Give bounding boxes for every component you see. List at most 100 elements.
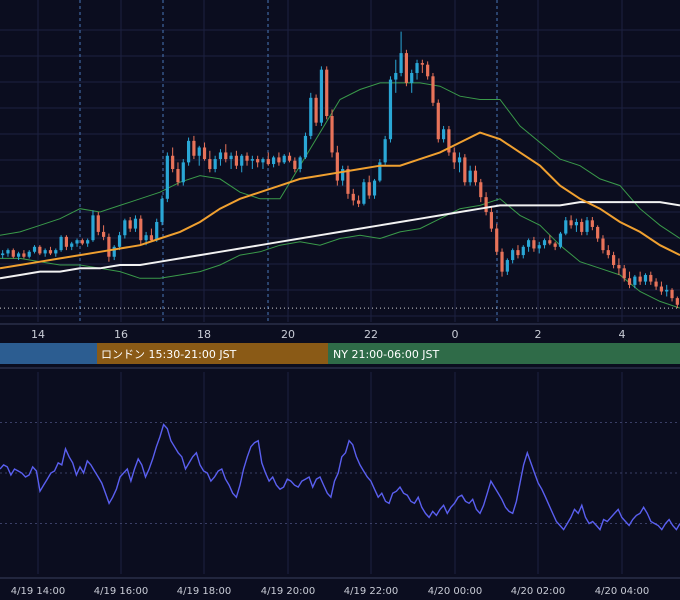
candle-body (22, 253, 26, 257)
price-chart-pane[interactable] (0, 0, 680, 322)
bollinger-upper-line (0, 82, 680, 239)
candle-body (208, 159, 212, 169)
candle-body (149, 235, 154, 241)
candle-body (171, 155, 175, 169)
time-x-tick-label: 4/19 20:00 (261, 586, 315, 597)
candle-body (590, 220, 594, 227)
candle-body (452, 152, 456, 163)
candle-body (463, 157, 467, 183)
candle-body (197, 147, 201, 156)
time-x-axis: 4/19 14:00 4/19 16:00 4/19 18:00 4/19 20… (0, 577, 680, 597)
candle-body (16, 253, 21, 257)
candle-body (394, 72, 398, 80)
time-x-tick-label: 4/19 16:00 (94, 586, 148, 597)
candle-body (1, 253, 5, 256)
price-x-tick-label: 0 (452, 328, 459, 341)
candle-body (107, 236, 111, 257)
candle-body (601, 238, 605, 251)
candle-body (431, 76, 435, 103)
candle-body (128, 220, 132, 229)
candle-body (670, 289, 674, 299)
time-x-tick-label: 4/20 00:00 (428, 586, 482, 597)
candle-body (611, 255, 616, 266)
candle-body (596, 226, 600, 239)
candle-body (580, 221, 584, 232)
long-moving-average-line (0, 201, 680, 280)
candle-body (133, 218, 138, 229)
candle-body (420, 63, 424, 65)
oscillator-pane[interactable] (0, 367, 680, 574)
candle-body (532, 240, 536, 249)
candle-body (271, 157, 276, 165)
candle-body (569, 220, 573, 226)
candle-body (218, 152, 223, 160)
candle-body (303, 135, 308, 158)
candle-body (314, 97, 318, 123)
candle-body (277, 157, 281, 163)
candle-body (144, 235, 148, 241)
oscillator-line (0, 423, 680, 531)
candle-body (319, 69, 324, 123)
candle-body (457, 157, 462, 163)
candle-body (468, 170, 472, 183)
candle-body (330, 116, 334, 153)
candle-body (574, 221, 579, 226)
candle-body (176, 169, 180, 183)
candle-body (675, 298, 679, 305)
candle-body (117, 235, 122, 247)
candle-body (64, 236, 69, 247)
candle-body (101, 231, 106, 237)
candle-body (234, 155, 239, 166)
candle-body (489, 212, 494, 229)
candle-body (27, 251, 31, 257)
candle-body (298, 157, 302, 169)
candle-body (548, 240, 552, 244)
candle-body (627, 278, 632, 285)
candle-body (192, 140, 196, 156)
candle-body (654, 281, 658, 287)
bollinger-lower-line (0, 198, 680, 309)
candle-body (335, 152, 339, 181)
candle-body (139, 218, 143, 241)
candle-body (59, 236, 63, 251)
candle-body (341, 169, 345, 181)
candle-body (372, 180, 377, 196)
candle-body (410, 72, 414, 83)
candle-body (70, 243, 74, 247)
candle-body (495, 228, 499, 252)
candle-body (38, 246, 42, 254)
candle-body (86, 240, 90, 244)
candle-body (638, 276, 642, 282)
candle-body (362, 182, 366, 204)
candle-body (202, 147, 207, 160)
time-x-tick-label: 4/19 14:00 (11, 586, 65, 597)
candle-body (606, 250, 610, 256)
candle-body (186, 140, 191, 163)
candle-body (293, 160, 297, 169)
candle-body (91, 215, 95, 241)
london-session-bar[interactable] (97, 343, 328, 364)
candle-body (383, 139, 387, 163)
candle-body (404, 53, 409, 83)
price-x-tick-label: 14 (31, 328, 45, 341)
candlesticks (1, 31, 679, 309)
ny-session-bar[interactable] (328, 343, 680, 364)
candle-body (213, 159, 217, 169)
candle-body (558, 233, 563, 247)
candle-body (649, 274, 653, 282)
candle-body (32, 246, 37, 252)
candle-body (436, 102, 440, 140)
candle-body (378, 162, 382, 181)
candle-body (181, 162, 185, 183)
candle-body (165, 155, 169, 199)
candle-body (325, 69, 329, 117)
tokyo-session-bar[interactable] (0, 343, 97, 364)
candle-body (346, 169, 350, 194)
candle-body (633, 276, 637, 285)
candle-body (261, 159, 265, 163)
ny-session-label: NY 21:00-06:00 JST (333, 348, 440, 361)
candle-body (473, 170, 478, 183)
candle-body (447, 129, 451, 153)
